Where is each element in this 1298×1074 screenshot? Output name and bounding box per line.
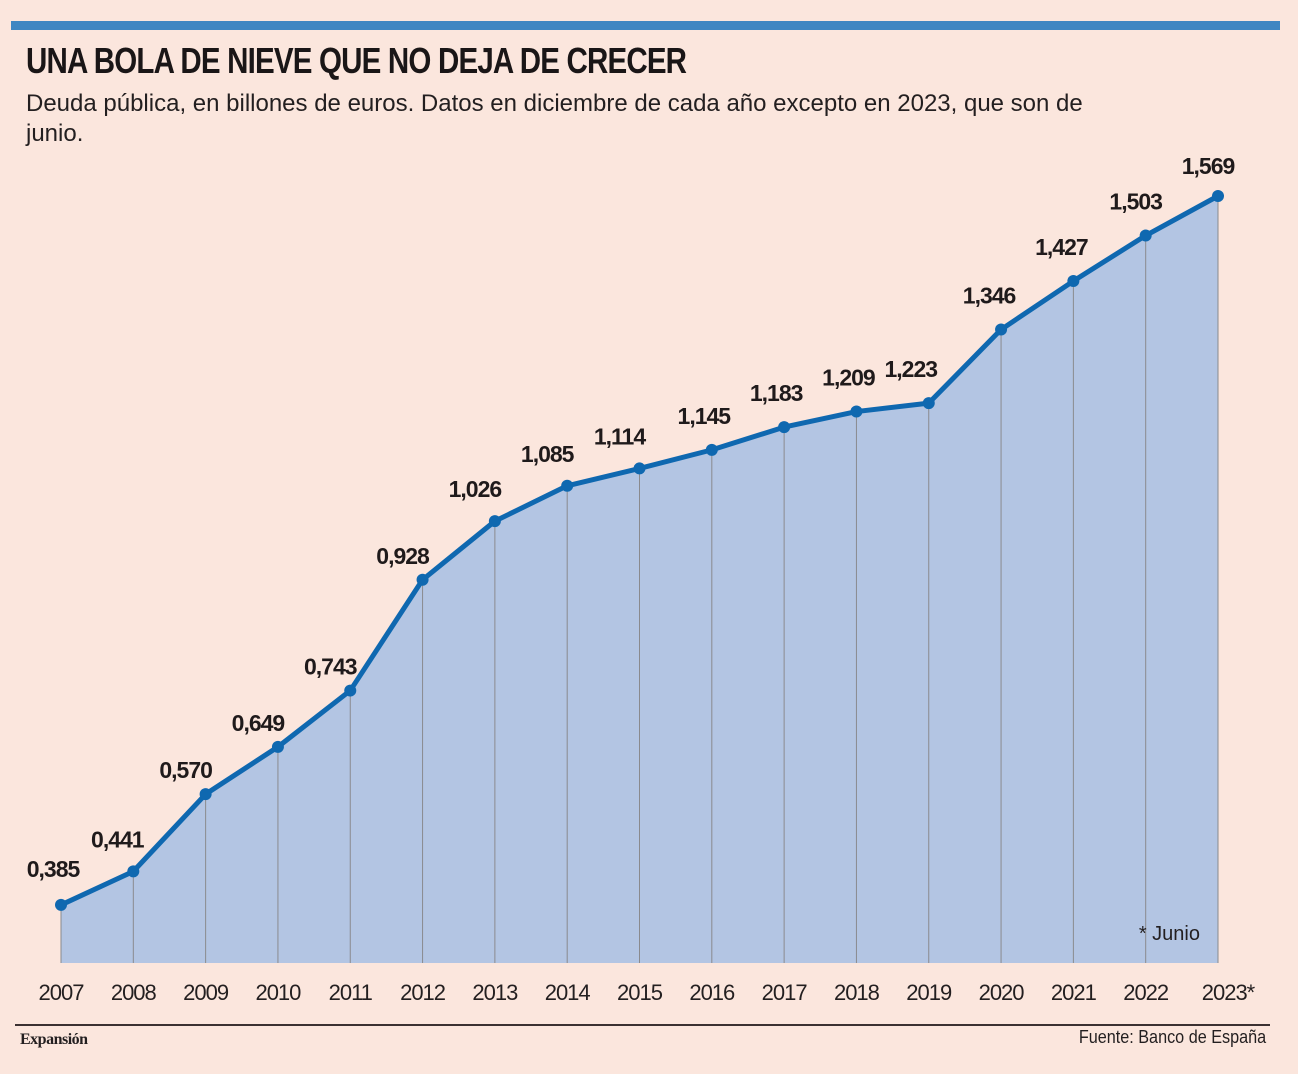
source-note: Fuente: Banco de España bbox=[1078, 1027, 1266, 1047]
data-label-2008: 0,441 bbox=[91, 826, 145, 852]
data-point-2009 bbox=[199, 788, 212, 801]
x-tick-label-2013: 2013 bbox=[472, 980, 518, 1005]
data-label-2012: 0,928 bbox=[376, 543, 430, 569]
x-tick-label-2021: 2021 bbox=[1051, 980, 1097, 1005]
chart-title: UNA BOLA DE NIEVE QUE NO DEJA DE CRECER bbox=[26, 40, 687, 81]
data-point-2022 bbox=[1139, 229, 1152, 242]
data-label-2021: 1,427 bbox=[1035, 234, 1088, 260]
data-point-2007 bbox=[55, 898, 67, 911]
accent-top-bar bbox=[11, 21, 1280, 30]
data-point-2023 bbox=[1212, 190, 1224, 202]
x-tick-label-2017: 2017 bbox=[762, 980, 808, 1005]
data-label-2011: 0,743 bbox=[304, 654, 357, 680]
data-point-2015 bbox=[633, 462, 646, 475]
x-tick-label-2022: 2022 bbox=[1123, 980, 1169, 1005]
data-label-2017: 1,183 bbox=[750, 380, 803, 406]
data-label-2020: 1,346 bbox=[963, 283, 1016, 309]
data-point-2011 bbox=[344, 684, 357, 697]
data-label-2007: 0,385 bbox=[27, 856, 81, 882]
data-point-2012 bbox=[416, 573, 429, 586]
data-label-2022: 1,503 bbox=[1109, 189, 1162, 215]
data-point-2016 bbox=[705, 443, 718, 456]
x-tick-label-2010: 2010 bbox=[255, 980, 301, 1005]
x-tick-label-2011: 2011 bbox=[329, 980, 373, 1005]
data-label-2010: 0,649 bbox=[232, 710, 285, 736]
data-point-2013 bbox=[488, 515, 501, 528]
footer-divider bbox=[15, 1024, 1270, 1026]
x-tick-label-2012: 2012 bbox=[400, 980, 446, 1005]
data-point-2008 bbox=[127, 865, 140, 878]
x-tick-label-2018: 2018 bbox=[834, 980, 880, 1005]
x-tick-label-2008: 2008 bbox=[111, 980, 157, 1005]
data-label-2013: 1,026 bbox=[449, 476, 502, 502]
data-label-2014: 1,085 bbox=[521, 441, 575, 467]
x-tick-label-2007: 2007 bbox=[39, 980, 85, 1005]
x-tick-label-2019: 2019 bbox=[906, 980, 952, 1005]
data-label-2018: 1,209 bbox=[822, 365, 875, 391]
x-tick-label-2015: 2015 bbox=[617, 980, 663, 1005]
data-label-2023: 1,569 bbox=[1182, 153, 1235, 179]
data-point-2010 bbox=[271, 740, 284, 753]
data-point-2021 bbox=[1067, 275, 1080, 288]
chart-subtitle: Deuda pública, en billones de euros. Dat… bbox=[26, 90, 1083, 147]
data-point-2020 bbox=[995, 323, 1008, 336]
brand-logo: Expansión bbox=[20, 1031, 88, 1048]
data-point-2014 bbox=[561, 479, 574, 492]
data-label-2019: 1,223 bbox=[884, 356, 937, 382]
x-tick-label-2009: 2009 bbox=[183, 980, 229, 1005]
x-tick-label-2023: 2023* bbox=[1202, 980, 1256, 1005]
x-tick-label-2016: 2016 bbox=[689, 980, 735, 1005]
data-label-2015: 1,114 bbox=[594, 423, 646, 449]
data-label-2009: 0,570 bbox=[159, 757, 212, 783]
annotation-junio: * Junio bbox=[1139, 923, 1200, 945]
data-point-2019 bbox=[922, 397, 935, 410]
data-point-2017 bbox=[778, 421, 791, 434]
data-point-2018 bbox=[850, 405, 863, 418]
data-label-2016: 1,145 bbox=[678, 403, 732, 429]
x-tick-label-2020: 2020 bbox=[979, 980, 1025, 1005]
x-tick-label-2014: 2014 bbox=[545, 980, 591, 1005]
